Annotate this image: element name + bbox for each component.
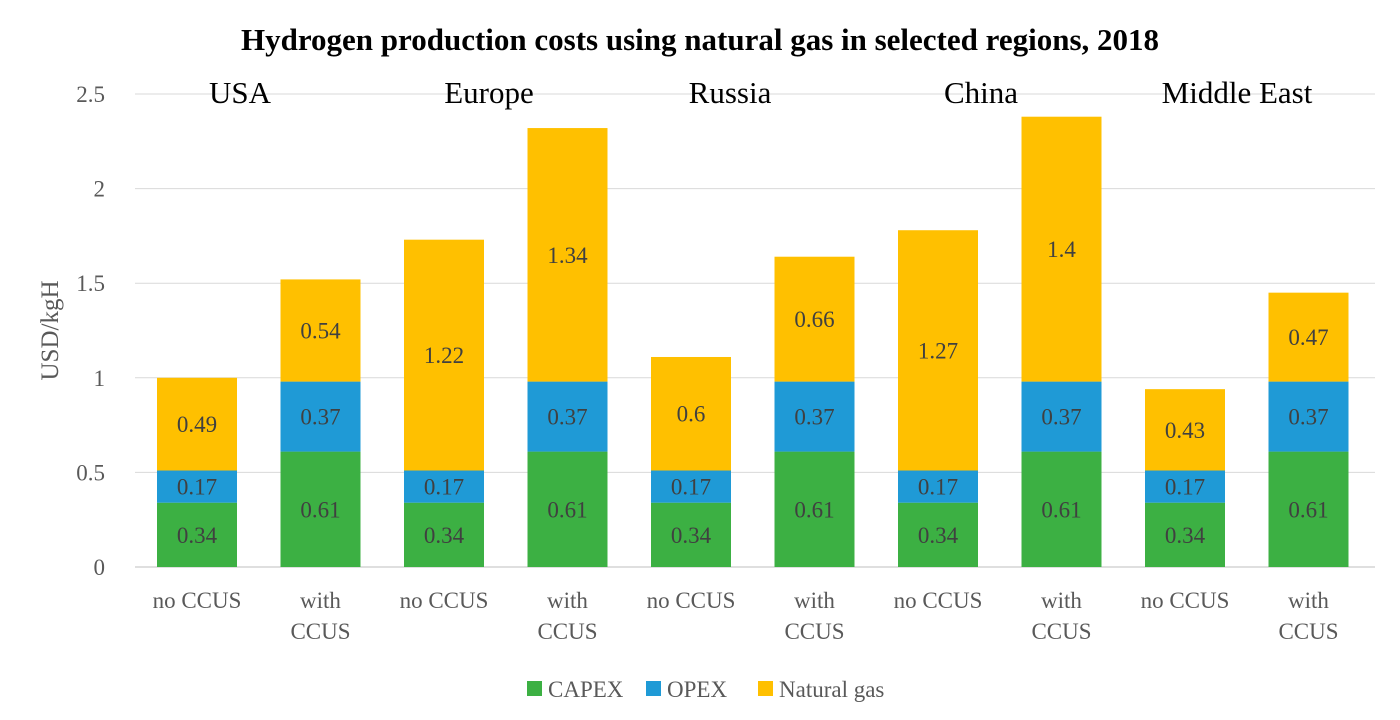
data-label: 1.27	[918, 338, 958, 363]
x-tick-label: CCUS	[1278, 619, 1338, 644]
data-label: 0.37	[300, 405, 340, 430]
data-label: 0.43	[1165, 418, 1205, 443]
bar-segment	[527, 381, 608, 452]
legend-swatch	[527, 681, 542, 696]
region-label: Russia	[689, 75, 772, 110]
y-tick-label: 2.5	[76, 82, 105, 107]
legend-label: CAPEX	[548, 677, 624, 702]
bar-segment	[527, 128, 608, 382]
x-tick-label: CCUS	[1031, 619, 1091, 644]
data-label: 0.34	[177, 523, 218, 548]
bar-segment	[898, 502, 978, 567]
bar-segment	[157, 377, 237, 471]
x-tick-label: CCUS	[784, 619, 844, 644]
x-tick-label: no CCUS	[1141, 588, 1230, 613]
data-label: 0.37	[1041, 405, 1081, 430]
data-label: 0.37	[794, 405, 834, 430]
bar-segment	[774, 381, 855, 452]
x-tick-label: no CCUS	[153, 588, 242, 613]
data-label: 0.49	[177, 412, 217, 437]
bar-segment	[1021, 451, 1102, 567]
region-label: China	[944, 75, 1018, 110]
x-tick-label: with	[794, 588, 835, 613]
data-label: 1.4	[1047, 237, 1076, 262]
bar-segment	[1021, 116, 1102, 382]
bar-segment	[157, 470, 237, 503]
x-tick-label: no CCUS	[400, 588, 489, 613]
bar-segment	[404, 470, 484, 503]
bar-segment	[1145, 470, 1225, 503]
data-label: 0.17	[671, 475, 711, 500]
bar-segment	[280, 381, 361, 452]
bar-segment	[651, 470, 731, 503]
bar-segment	[404, 239, 484, 471]
y-tick-label: 1	[94, 366, 106, 391]
x-tick-label: with	[1288, 588, 1329, 613]
bar-segment	[1268, 451, 1349, 567]
chart-title: Hydrogen production costs using natural …	[241, 22, 1159, 57]
data-label: 0.61	[1288, 497, 1328, 522]
data-label: 0.37	[1288, 405, 1328, 430]
bar-segment	[898, 470, 978, 503]
y-tick-label: 2	[94, 177, 106, 202]
x-tick-label: CCUS	[537, 619, 597, 644]
data-label: 0.61	[1041, 497, 1081, 522]
data-label: 1.22	[424, 343, 464, 368]
data-label: 0.17	[177, 475, 217, 500]
y-axis-label: USD/kgH	[37, 280, 64, 380]
bar-segment	[651, 356, 731, 471]
legend-swatch	[646, 681, 661, 696]
bar-segment	[527, 451, 608, 567]
x-tick-label: with	[547, 588, 588, 613]
data-label: 0.66	[794, 307, 834, 332]
bar-segment	[1268, 381, 1349, 452]
region-label: Europe	[444, 75, 534, 110]
data-label: 0.17	[918, 475, 958, 500]
x-tick-label: CCUS	[290, 619, 350, 644]
region-label: Middle East	[1162, 75, 1313, 110]
bar-segment	[280, 451, 361, 567]
data-label: 0.61	[794, 497, 834, 522]
bar-segment	[1021, 381, 1102, 452]
x-tick-label: no CCUS	[894, 588, 983, 613]
data-label: 0.61	[547, 497, 587, 522]
x-tick-label: with	[300, 588, 341, 613]
x-tick-label: with	[1041, 588, 1082, 613]
data-label: 0.17	[424, 475, 464, 500]
data-label: 0.54	[300, 319, 341, 344]
bar-segment	[1145, 389, 1225, 471]
data-label: 0.17	[1165, 475, 1205, 500]
bar-segment	[774, 451, 855, 567]
bar-segment	[774, 256, 855, 382]
data-label: 0.47	[1288, 325, 1328, 350]
data-label: 0.61	[300, 497, 340, 522]
bar-segment	[280, 279, 361, 382]
legend-label: OPEX	[667, 677, 727, 702]
region-label: USA	[209, 75, 272, 110]
bar-segment	[404, 502, 484, 567]
y-tick-label: 0.5	[76, 460, 105, 485]
data-label: 0.34	[424, 523, 465, 548]
x-tick-label: no CCUS	[647, 588, 736, 613]
data-label: 0.34	[918, 523, 959, 548]
bar-segment	[157, 502, 237, 567]
data-label: 0.6	[677, 402, 706, 427]
data-label: 1.34	[547, 243, 588, 268]
legend-swatch	[758, 681, 773, 696]
bar-segment	[898, 230, 978, 471]
data-label: 0.34	[671, 523, 712, 548]
y-tick-label: 0	[94, 555, 106, 580]
bar-segment	[651, 502, 731, 567]
y-tick-label: 1.5	[76, 271, 105, 296]
bar-segment	[1145, 502, 1225, 567]
data-label: 0.34	[1165, 523, 1206, 548]
legend-label: Natural gas	[779, 677, 884, 702]
data-label: 0.37	[547, 405, 587, 430]
bar-segment	[1268, 292, 1349, 382]
